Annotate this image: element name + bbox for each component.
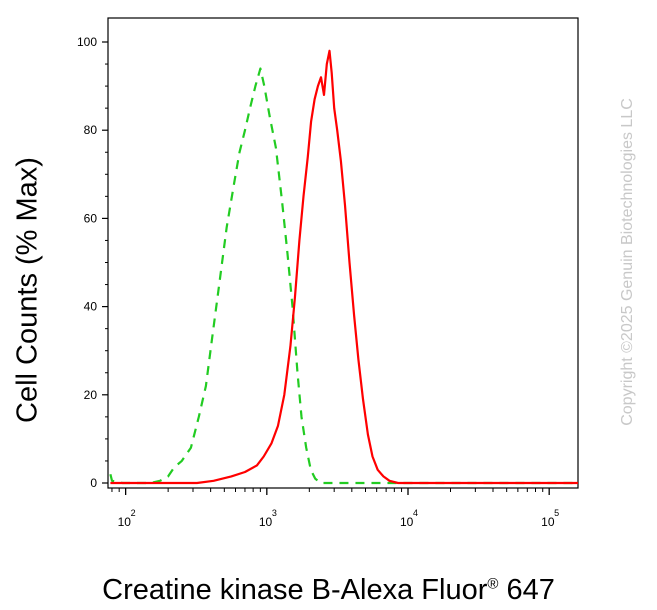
y-tick-label: 80 [84,123,98,137]
x-axis-title-text: Creatine kinase B-Alexa Fluor [102,574,488,606]
y-tick-label: 100 [77,35,97,49]
y-tick-label: 60 [84,211,98,225]
x-tick-label-exponent: 3 [272,508,277,518]
registered-mark: ® [487,575,499,593]
control-histogram-line [109,67,578,485]
sample-histogram-line [110,49,578,485]
y-tick-label: 20 [84,388,98,402]
x-tick-label-exponent: 5 [554,508,559,518]
x-axis-title-suffix: 647 [498,574,555,606]
plot-frame [107,17,579,489]
x-tick-label: 10 [541,515,555,529]
x-tick-label: 10 [259,515,273,529]
y-tick-label: 40 [84,300,98,314]
series-layer [109,49,578,485]
x-tick-label-exponent: 2 [131,508,136,518]
y-tick-label: 0 [90,476,97,490]
x-tick-label: 10 [118,515,132,529]
x-tick-label: 10 [400,515,414,529]
copyright-watermark: Copyright ©2025 Genuin Biotechnologies L… [619,98,636,426]
y-axis-title: Cell Counts (% Max) [11,157,44,423]
x-axis-title: Creatine kinase B-Alexa Fluor® 647 [0,574,657,607]
x-tick-label-exponent: 4 [413,508,418,518]
y-axis: 0 20 40 60 80 100 [77,35,108,490]
